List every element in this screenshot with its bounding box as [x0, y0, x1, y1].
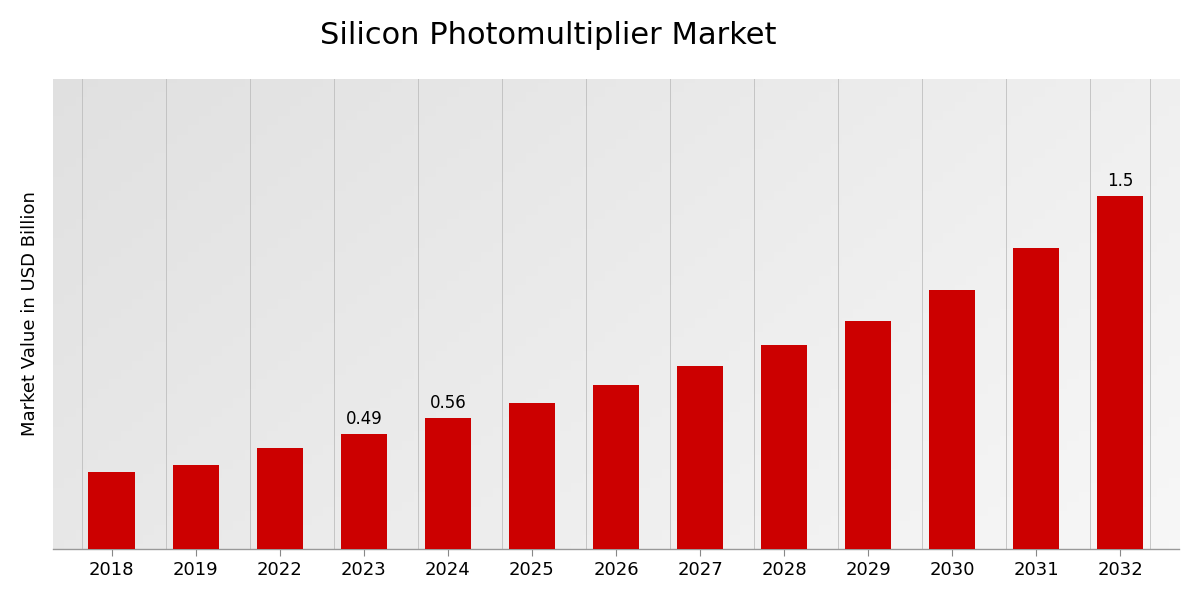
Bar	[89, 472, 134, 550]
Bar	[593, 385, 640, 550]
Bar	[761, 344, 808, 550]
Bar	[1097, 196, 1144, 550]
Title: Silicon Photomultiplier Market: Silicon Photomultiplier Market	[320, 21, 776, 50]
Text: 1.5: 1.5	[1108, 172, 1134, 190]
Bar	[677, 366, 724, 550]
Y-axis label: Market Value in USD Billion: Market Value in USD Billion	[20, 191, 38, 436]
Bar	[929, 290, 976, 550]
Bar	[845, 321, 892, 550]
Bar	[257, 448, 302, 550]
Bar	[425, 418, 470, 550]
Bar	[509, 403, 554, 550]
Bar	[1013, 248, 1060, 550]
Bar	[341, 434, 386, 550]
Bar	[173, 464, 218, 550]
Text: 0.56: 0.56	[430, 394, 466, 412]
Text: 0.49: 0.49	[346, 410, 382, 428]
